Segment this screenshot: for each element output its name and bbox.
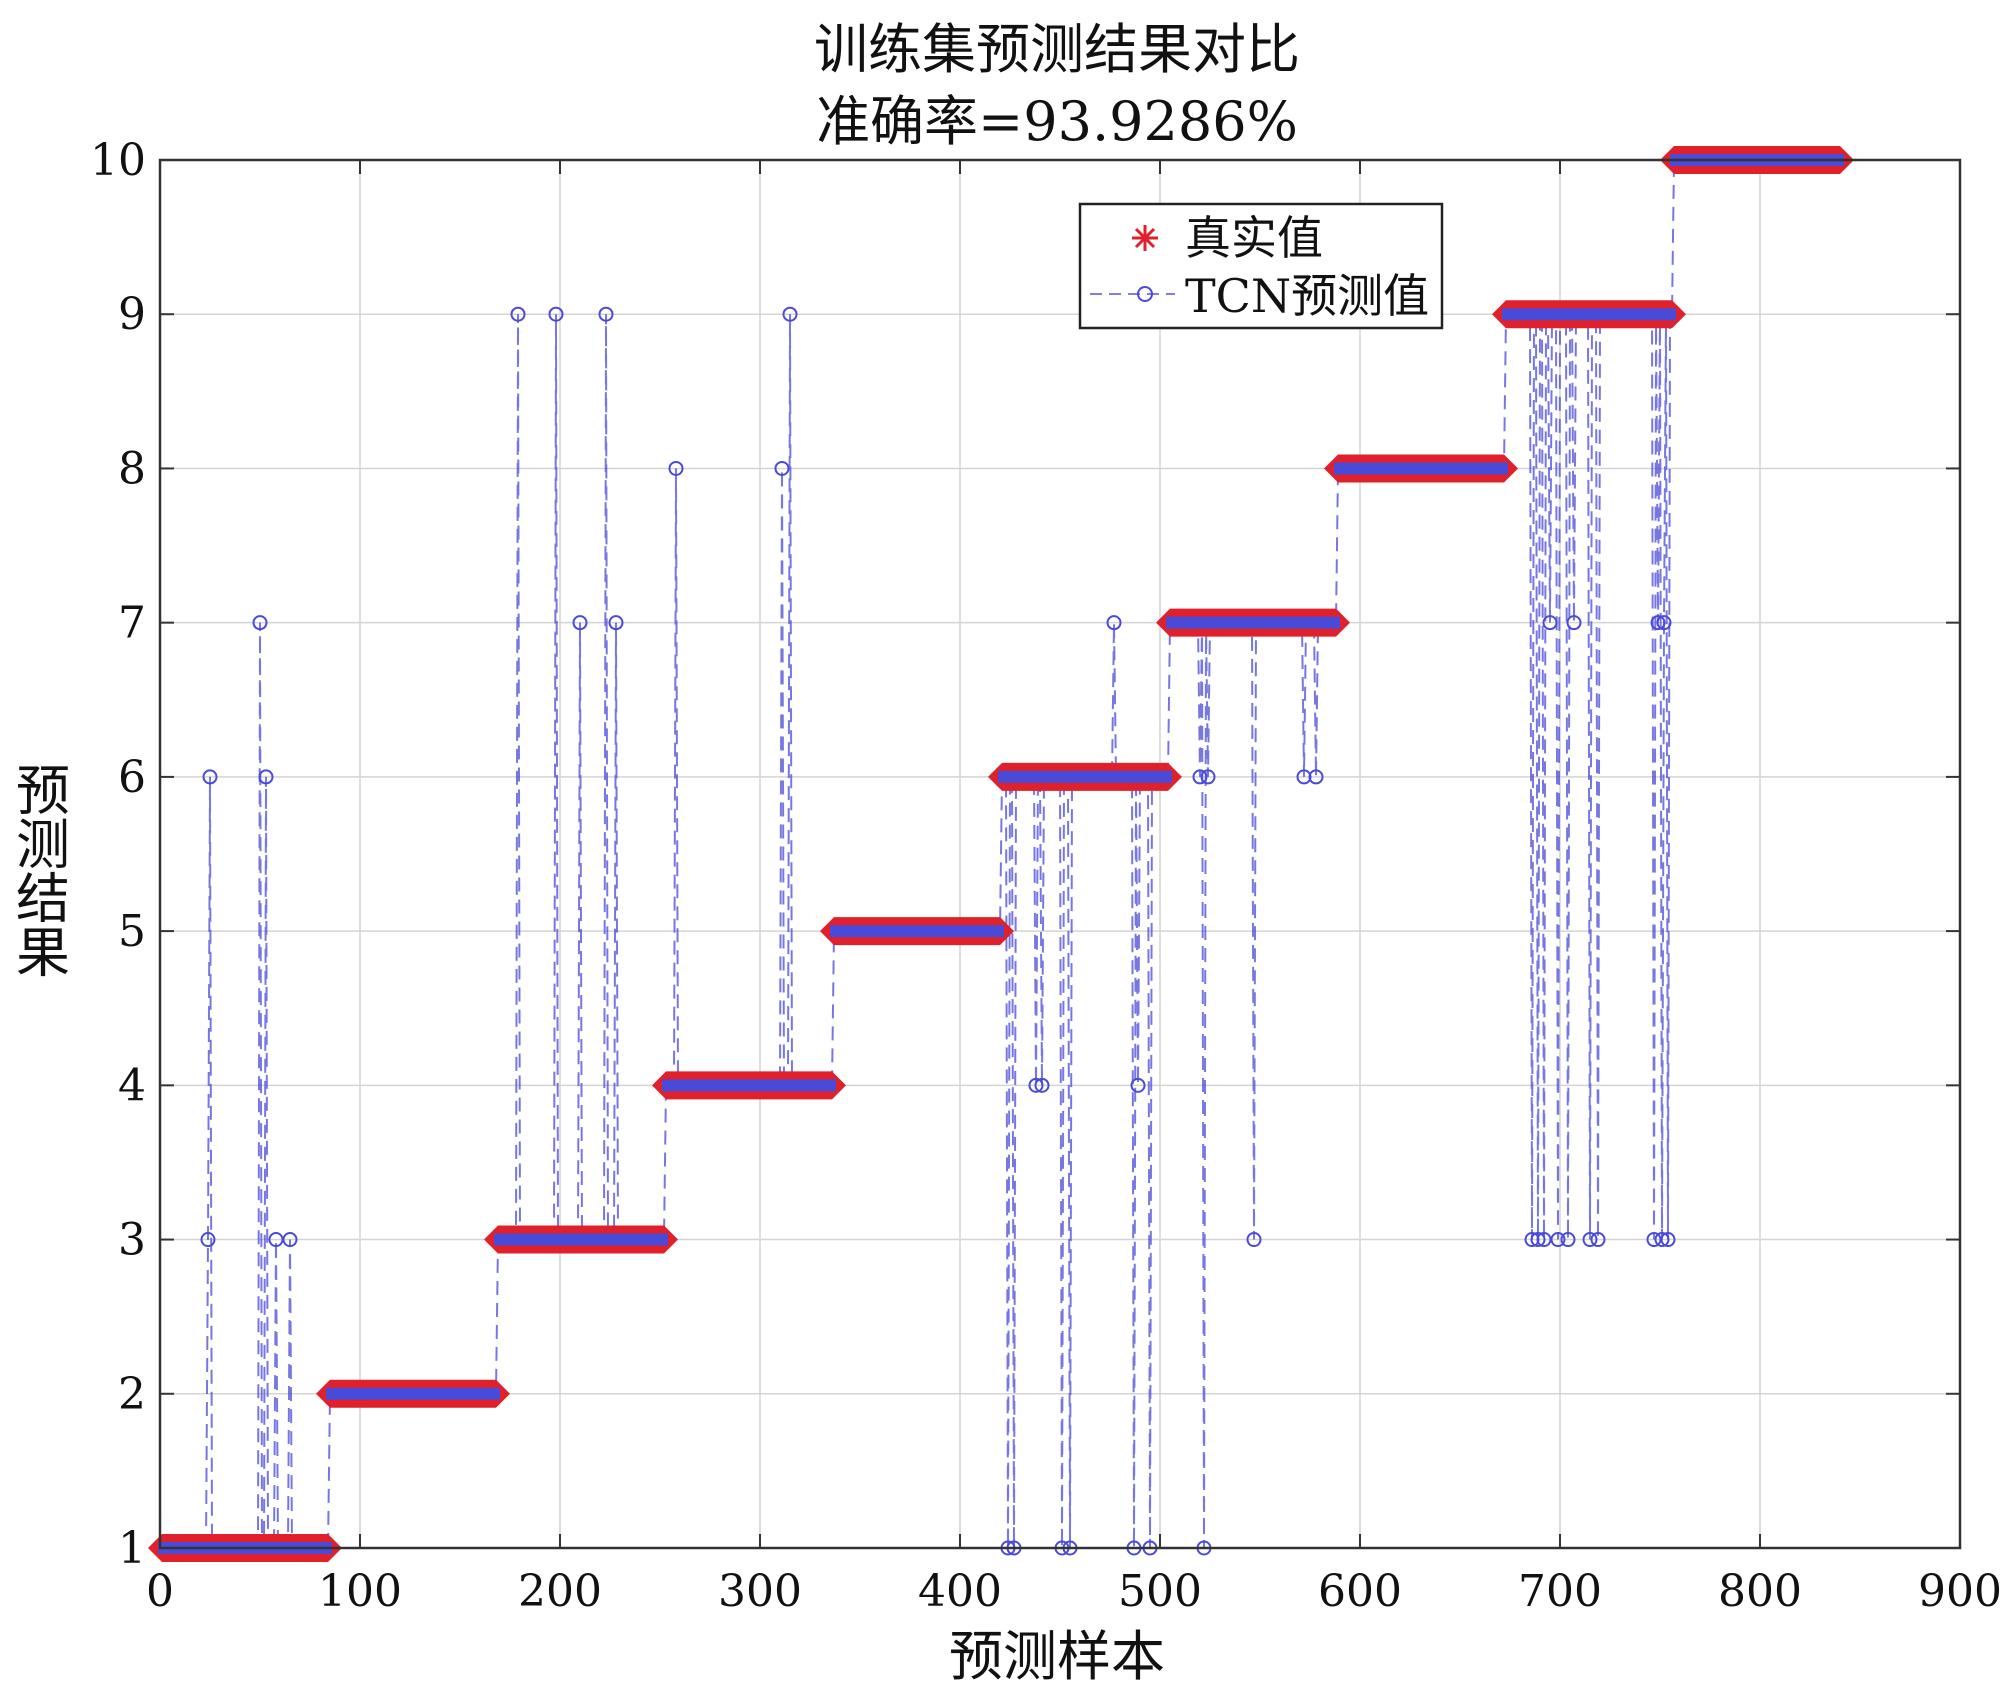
x-tick-label: 700	[1518, 1566, 1602, 1617]
tcn-prediction-point	[1560, 1232, 1576, 1248]
y-tick-label: 10	[90, 135, 146, 186]
tcn-prediction-point	[1200, 769, 1216, 785]
y-tick-label: 9	[118, 289, 146, 340]
tcn-prediction-point	[282, 1232, 298, 1248]
y-tick-label: 1	[118, 1523, 146, 1574]
x-tick-label: 500	[1118, 1566, 1202, 1617]
tcn-prediction-point	[1130, 1077, 1146, 1093]
y-tick-label: 7	[118, 598, 146, 649]
tcn-prediction-point	[1660, 1232, 1676, 1248]
chart-title: 训练集预测结果对比	[814, 18, 1300, 81]
tcn-prediction-point	[1106, 615, 1122, 631]
asterisk-stroke	[1134, 227, 1156, 249]
tcn-prediction-point	[598, 306, 614, 322]
tcn-prediction-point	[1530, 1232, 1546, 1248]
tcn-prediction-point	[774, 460, 790, 476]
y-tick-label: 6	[118, 752, 146, 803]
tcn-prediction-point	[608, 615, 624, 631]
x-tick-label: 400	[918, 1566, 1002, 1617]
x-axis-label: 预测样本	[949, 1625, 1165, 1688]
tcn-prediction-point	[1654, 1232, 1670, 1248]
x-tick-label: 300	[718, 1566, 802, 1617]
series-tcn-prediction	[162, 159, 1840, 1556]
tcn-prediction-point	[510, 306, 526, 322]
x-tick-label: 200	[518, 1566, 602, 1617]
legend-tcn-label: TCN预测值	[1185, 269, 1429, 323]
legend: 真实值 TCN预测值	[1078, 202, 1444, 330]
tcn-prediction-line	[162, 159, 1840, 1549]
y-tick-label: 8	[118, 443, 146, 494]
y-tick-label: 2	[118, 1369, 146, 1420]
tcn-prediction-point	[1566, 615, 1582, 631]
tcn-prediction-point	[1034, 1077, 1050, 1093]
y-axis-label: 预测结果	[7, 762, 70, 978]
tcn-prediction-point	[258, 769, 274, 785]
x-tick-label: 900	[1918, 1566, 2000, 1617]
y-tick-label: 3	[118, 1215, 146, 1266]
legend-true-value-label: 真实值	[1185, 211, 1323, 265]
legend-box	[1078, 202, 1444, 330]
x-tick-label: 600	[1318, 1566, 1402, 1617]
tcn-prediction-point	[1582, 1232, 1598, 1248]
legend-tcn-marker-icon	[1137, 286, 1153, 302]
y-tick-label: 5	[118, 906, 146, 957]
tcn-prediction-point	[548, 306, 564, 322]
tcn-prediction-point	[1308, 769, 1324, 785]
tcn-prediction-point	[200, 1232, 216, 1248]
x-tick-label: 100	[318, 1566, 402, 1617]
tcn-prediction-point	[668, 460, 684, 476]
chart-subtitle: 准确率=93.9286%	[816, 90, 1298, 153]
plot-frame	[158, 158, 1962, 1550]
tcn-prediction-point	[782, 306, 798, 322]
y-tick-label: 4	[118, 1060, 146, 1111]
tcn-prediction-point	[1590, 1232, 1606, 1248]
tcn-prediction-point	[572, 615, 588, 631]
tcn-prediction-point	[1550, 1232, 1566, 1248]
tcn-prediction-point	[1542, 615, 1558, 631]
x-tick-label: 0	[146, 1566, 174, 1617]
legend-true-value-marker-icon	[1132, 225, 1158, 251]
tcn-prediction-point	[252, 615, 268, 631]
tcn-prediction-point	[1650, 615, 1666, 631]
tcn-prediction-point	[202, 769, 218, 785]
tcn-prediction-point	[1192, 769, 1208, 785]
x-tick-label: 800	[1718, 1566, 1802, 1617]
tcn-prediction-point	[1656, 615, 1672, 631]
axis-ticks: 0 100 200 300 400 500 600 700 800 900 1 2 3 4 5 6 7 8 9 10	[90, 135, 2000, 1617]
tcn-prediction-point	[1246, 1232, 1262, 1248]
tcn-prediction-point	[1028, 1077, 1044, 1093]
